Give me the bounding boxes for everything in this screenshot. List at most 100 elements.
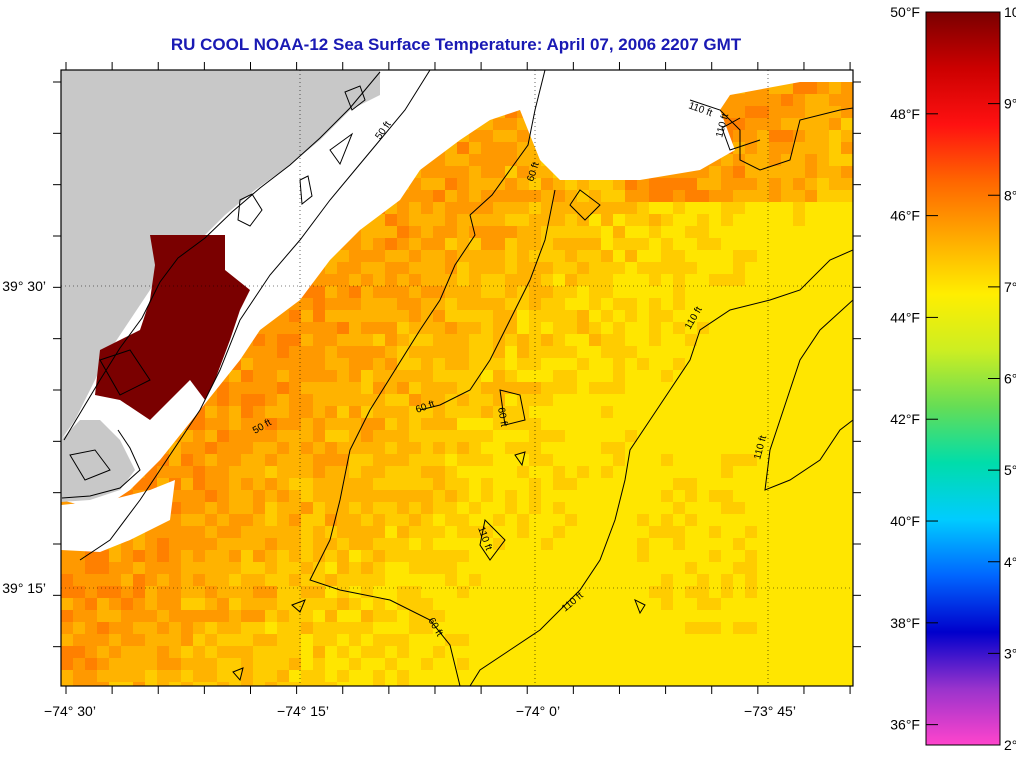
sst-pixel: [205, 490, 218, 503]
sst-pixel: [661, 250, 674, 263]
sst-pixel: [265, 430, 278, 443]
sst-pixel: [553, 406, 566, 419]
sst-pixel: [745, 358, 758, 371]
sst-pixel: [793, 346, 806, 359]
sst-pixel: [109, 646, 122, 659]
sst-pixel: [589, 550, 602, 563]
sst-pixel: [613, 334, 626, 347]
sst-pixel: [361, 346, 374, 359]
sst-pixel: [577, 322, 590, 335]
sst-pixel: [601, 322, 614, 335]
sst-pixel: [265, 346, 278, 359]
sst-pixel: [613, 502, 626, 515]
sst-pixel: [409, 682, 422, 686]
sst-pixel: [553, 382, 566, 395]
sst-pixel: [421, 562, 434, 575]
sst-pixel: [493, 634, 506, 647]
sst-pixel: [445, 526, 458, 539]
sst-pixel: [373, 430, 386, 443]
contour-north-bend: [721, 117, 761, 151]
sst-pixel: [265, 550, 278, 563]
sst-pixel: [61, 682, 74, 686]
sst-pixel: [337, 454, 350, 467]
sst-pixel: [349, 310, 362, 323]
sst-pixel: [745, 262, 758, 275]
sst-pixel: [757, 526, 770, 539]
sst-pixel: [253, 646, 266, 659]
sst-pixel: [829, 94, 842, 107]
sst-pixel: [565, 442, 578, 455]
sst-pixel: [829, 634, 842, 647]
sst-pixel: [613, 538, 626, 551]
sst-pixel: [481, 598, 494, 611]
colorbar-labels: 10°C9°C8°C7°C6°C5°C4°C3°C2°C50°F48°F46°F…: [890, 4, 1016, 753]
sst-pixel: [73, 550, 86, 563]
sst-pixel: [205, 670, 218, 683]
sst-pixel: [673, 574, 686, 587]
sst-pixel: [565, 514, 578, 527]
sst-pixel: [361, 622, 374, 635]
sst-pixel: [805, 406, 818, 419]
sst-pixel: [577, 286, 590, 299]
sst-pixel: [733, 574, 746, 587]
sst-pixel: [517, 346, 530, 359]
sst-pixel: [649, 214, 662, 227]
sst-pixel: [373, 370, 386, 383]
sst-pixel: [781, 502, 794, 515]
sst-pixel: [637, 418, 650, 431]
sst-pixel: [373, 286, 386, 299]
sst-pixel: [277, 430, 290, 443]
sst-pixel: [253, 382, 266, 395]
sst-pixel: [445, 250, 458, 263]
sst-pixel: [61, 634, 74, 647]
x-tick-label-2: −74° 15’: [277, 703, 329, 719]
sst-pixel: [685, 310, 698, 323]
sst-pixel: [517, 154, 530, 167]
sst-pixel: [757, 586, 770, 599]
sst-pixel: [721, 322, 734, 335]
sst-pixel: [625, 622, 638, 635]
sst-pixel: [109, 682, 122, 686]
sst-pixel: [589, 682, 602, 686]
sst-pixel: [445, 586, 458, 599]
sst-pixel: [385, 658, 398, 671]
sst-pixel: [841, 622, 853, 635]
sst-pixel: [601, 250, 614, 263]
sst-pixel: [325, 358, 338, 371]
sst-pixel: [565, 334, 578, 347]
sst-pixel: [337, 646, 350, 659]
depth-contours: [79, 70, 853, 686]
sst-pixel: [565, 358, 578, 371]
sst-pixel: [793, 682, 806, 686]
sst-pixel: [637, 190, 650, 203]
sst-pixel: [769, 94, 782, 107]
sst-pixel: [757, 118, 770, 131]
sst-pixel: [601, 202, 614, 215]
sst-pixel: [385, 586, 398, 599]
sst-pixel: [313, 430, 326, 443]
sst-pixel: [709, 214, 722, 227]
sst-pixel: [793, 130, 806, 143]
sst-pixel: [793, 574, 806, 587]
sst-pixel: [793, 238, 806, 251]
sst-pixel: [313, 310, 326, 323]
sst-pixel: [673, 658, 686, 671]
sst-pixel: [613, 454, 626, 467]
sst-pixel: [757, 406, 770, 419]
sst-pixel: [589, 310, 602, 323]
sst-pixel: [397, 562, 410, 575]
sst-pixel: [721, 154, 734, 167]
sst-pixel: [661, 298, 674, 311]
sst-pixel: [565, 622, 578, 635]
sst-pixel: [421, 490, 434, 503]
sst-pixel: [289, 646, 302, 659]
sst-pixel: [313, 478, 326, 491]
sst-pixel: [373, 238, 386, 251]
sst-pixel: [577, 478, 590, 491]
sst-pixel: [661, 346, 674, 359]
sst-pixel: [181, 538, 194, 551]
sst-pixel: [445, 502, 458, 515]
sst-pixel: [625, 382, 638, 395]
sst-pixel: [793, 670, 806, 683]
sst-pixel: [781, 250, 794, 263]
